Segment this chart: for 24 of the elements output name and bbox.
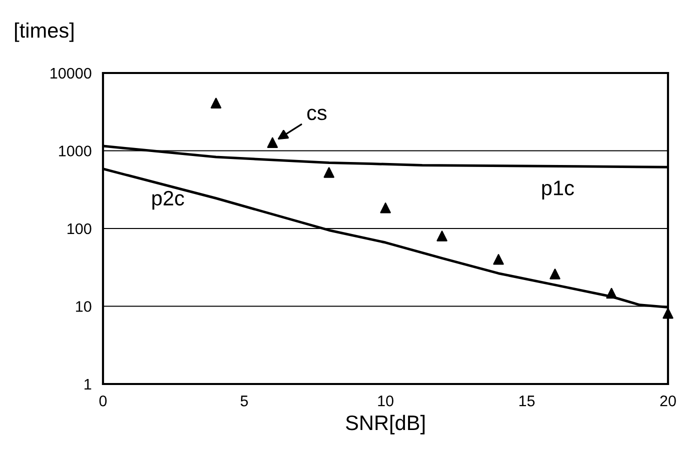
point	[550, 268, 560, 280]
point	[493, 254, 504, 265]
point	[436, 230, 448, 242]
x-axis-title: SNR[dB]	[346, 414, 425, 434]
series-label: p1c	[542, 180, 574, 200]
x-tick-label: 0	[99, 396, 107, 406]
point	[662, 308, 674, 319]
y-tick-label: 10000	[50, 68, 92, 79]
y-axis-title: [times]	[15, 22, 74, 42]
point	[324, 167, 334, 178]
point	[606, 288, 617, 299]
y-tick-label: 1000	[59, 146, 92, 156]
y-tick-label: 10	[76, 301, 92, 312]
x-tick-label: 10	[378, 396, 394, 406]
series-label: cs	[307, 108, 326, 120]
point	[380, 202, 391, 214]
series-label: p2c	[152, 190, 184, 210]
y-tick-label: 100	[68, 223, 92, 234]
x-tick-label: 20	[660, 396, 676, 406]
point	[210, 98, 222, 108]
y-tick-label: 1	[84, 379, 92, 390]
point	[267, 137, 278, 148]
x-tick-label: 5	[240, 396, 248, 406]
x-tick-label: 15	[519, 396, 535, 406]
